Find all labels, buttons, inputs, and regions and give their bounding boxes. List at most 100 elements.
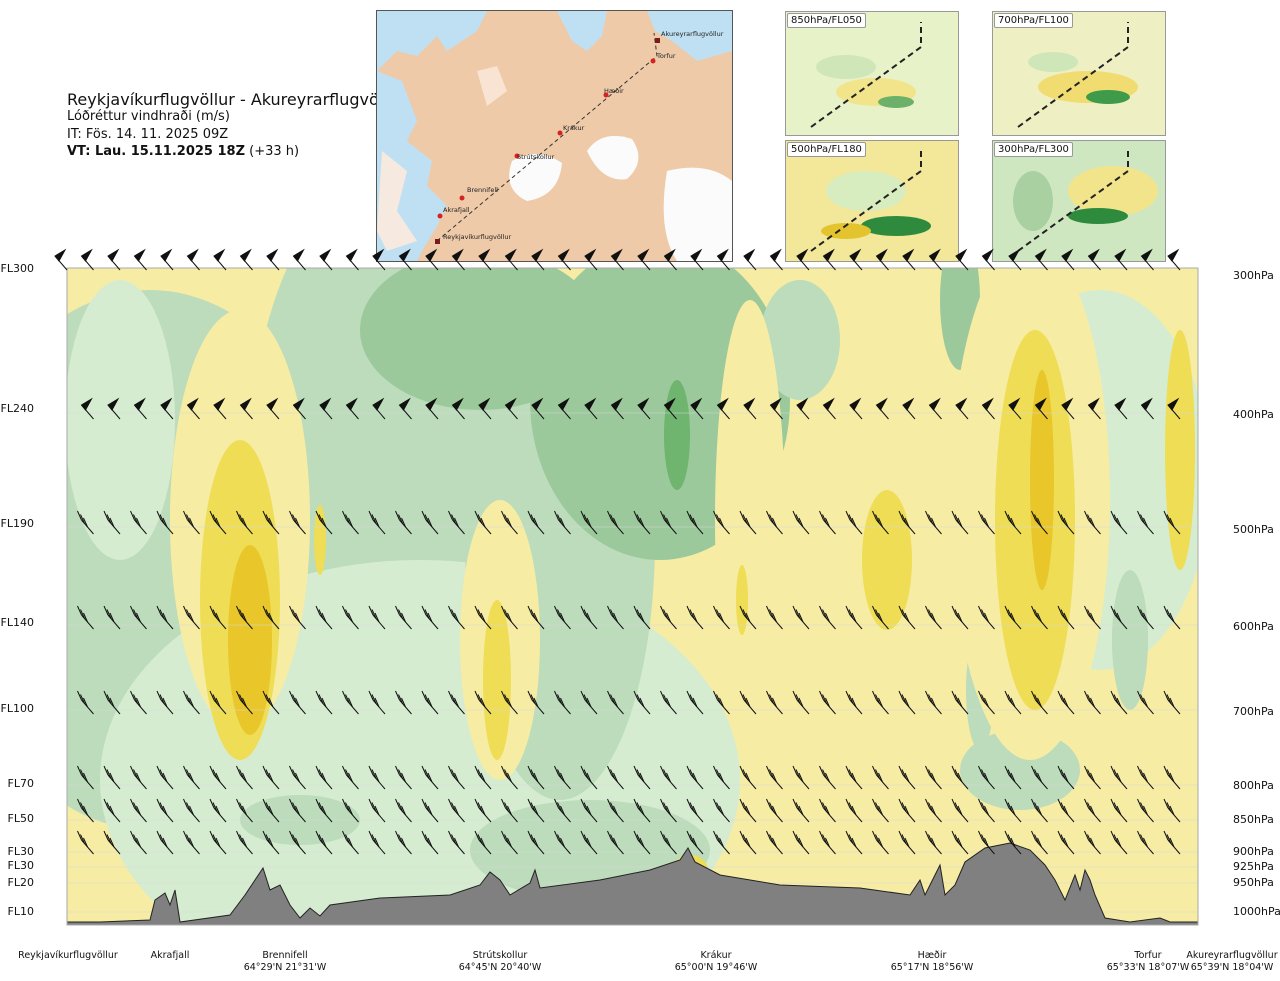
inset-500hpa[interactable]: 500hPa/FL180 <box>785 140 959 262</box>
wind-barb <box>902 397 916 420</box>
wind-barb <box>1034 248 1048 271</box>
inset-850hpa[interactable]: 850hPa/FL050 <box>785 11 959 136</box>
wind-barb <box>951 798 969 823</box>
wind-barb <box>1031 765 1048 790</box>
wind-barb <box>156 510 174 535</box>
wind-barb <box>845 798 863 823</box>
wind-barb <box>792 690 810 715</box>
wind-barb <box>554 830 571 855</box>
wind-barb <box>925 830 942 855</box>
wind-barb <box>633 798 651 823</box>
wind-barb <box>792 830 810 855</box>
map-label-akureyri: Akureyrarflugvöllur <box>661 30 724 38</box>
waypoint-name: Torfur <box>1134 950 1162 961</box>
wind-barb <box>209 690 227 715</box>
waypoint-name: Akrafjall <box>150 950 190 961</box>
wind-barb <box>610 397 624 420</box>
waypoint-torfur: Torfur 65°33'N 18°07'W <box>1107 950 1190 974</box>
wind-barb <box>739 765 757 790</box>
wind-barb <box>527 690 545 715</box>
wind-barb <box>1137 690 1154 715</box>
wind-barb <box>425 248 439 271</box>
wind-barb <box>1110 510 1128 535</box>
wind-barb <box>156 765 174 790</box>
wind-barb <box>872 510 889 535</box>
wind-barb <box>1087 397 1101 420</box>
wind-barb <box>792 798 810 823</box>
wind-barb <box>156 690 174 715</box>
wind-barb <box>1008 397 1022 420</box>
velocity-region <box>1112 570 1148 710</box>
wind-barb <box>262 690 280 715</box>
wind-barb <box>67 713 68 714</box>
velocity-region <box>1030 370 1054 590</box>
waypoint-coord: 65°17'N 18°56'W <box>890 962 974 973</box>
wind-barb <box>398 397 412 420</box>
wind-barb <box>898 690 916 715</box>
wind-barb <box>209 510 227 535</box>
wind-barb <box>1057 690 1075 715</box>
wind-barb <box>978 510 995 535</box>
wind-barb <box>925 798 942 823</box>
wind-barb <box>610 248 624 271</box>
wind-barb <box>660 765 677 790</box>
wind-barb <box>1110 690 1128 715</box>
wind-barb <box>584 248 598 271</box>
wind-barb <box>1031 830 1048 855</box>
wind-barb <box>875 397 889 420</box>
wind-barb <box>554 510 571 535</box>
wind-barb <box>580 690 598 715</box>
wind-barb <box>1031 510 1048 535</box>
map-label-strutskollur: Strútskollur <box>517 153 555 161</box>
wind-barb <box>845 510 863 535</box>
wind-barb <box>478 248 492 271</box>
wind-barb <box>345 397 359 420</box>
wind-barb <box>1004 765 1022 790</box>
wind-barb <box>501 510 518 535</box>
wind-barb <box>1163 605 1181 630</box>
wind-barb <box>160 397 174 420</box>
wind-barb <box>103 690 121 715</box>
waypoint-name: Krákur <box>700 950 732 961</box>
wind-barb <box>183 510 200 535</box>
wind-barb <box>955 397 969 420</box>
wind-barb <box>448 798 465 823</box>
fl-label-30a: FL30 <box>7 845 34 858</box>
wind-barb <box>872 690 889 715</box>
wind-barb <box>633 765 651 790</box>
wind-barb <box>236 765 253 790</box>
wind-barb <box>951 605 969 630</box>
inset-700hpa[interactable]: 700hPa/FL100 <box>992 11 1166 136</box>
hpa-label-400: 400hPa <box>1233 408 1274 421</box>
wind-barb <box>315 830 333 855</box>
wind-barb <box>981 248 995 271</box>
wind-barb <box>1057 510 1075 535</box>
wind-barb <box>266 248 280 271</box>
inset-850hpa-label: 850hPa/FL050 <box>787 13 866 28</box>
wind-barb <box>213 248 227 271</box>
hpa-label-850: 850hPa <box>1233 813 1274 826</box>
wind-barb <box>103 798 121 823</box>
wind-barb <box>107 397 121 420</box>
waypoint-haedir: Hæðir 65°17'N 18°56'W <box>891 950 974 974</box>
inset-300hpa[interactable]: 300hPa/FL300 <box>992 140 1166 262</box>
wind-barb <box>372 397 386 420</box>
wind-barb <box>898 798 916 823</box>
wind-barb <box>1167 397 1181 420</box>
wind-barb <box>67 853 68 854</box>
wind-barb <box>183 605 200 630</box>
waypoint-name: Strútskollur <box>472 950 528 961</box>
wind-barb <box>342 765 359 790</box>
wind-barb <box>1140 397 1154 420</box>
velocity-region <box>715 300 785 740</box>
wind-barb <box>1114 397 1128 420</box>
wind-barb <box>67 788 68 789</box>
wind-barb <box>1061 397 1075 420</box>
wind-barb <box>213 397 227 420</box>
wind-barb <box>107 248 121 271</box>
wind-barb <box>663 248 677 271</box>
wind-barb <box>978 798 995 823</box>
wind-barb <box>716 397 730 420</box>
wind-barb <box>262 510 280 535</box>
wind-barb <box>103 605 121 630</box>
